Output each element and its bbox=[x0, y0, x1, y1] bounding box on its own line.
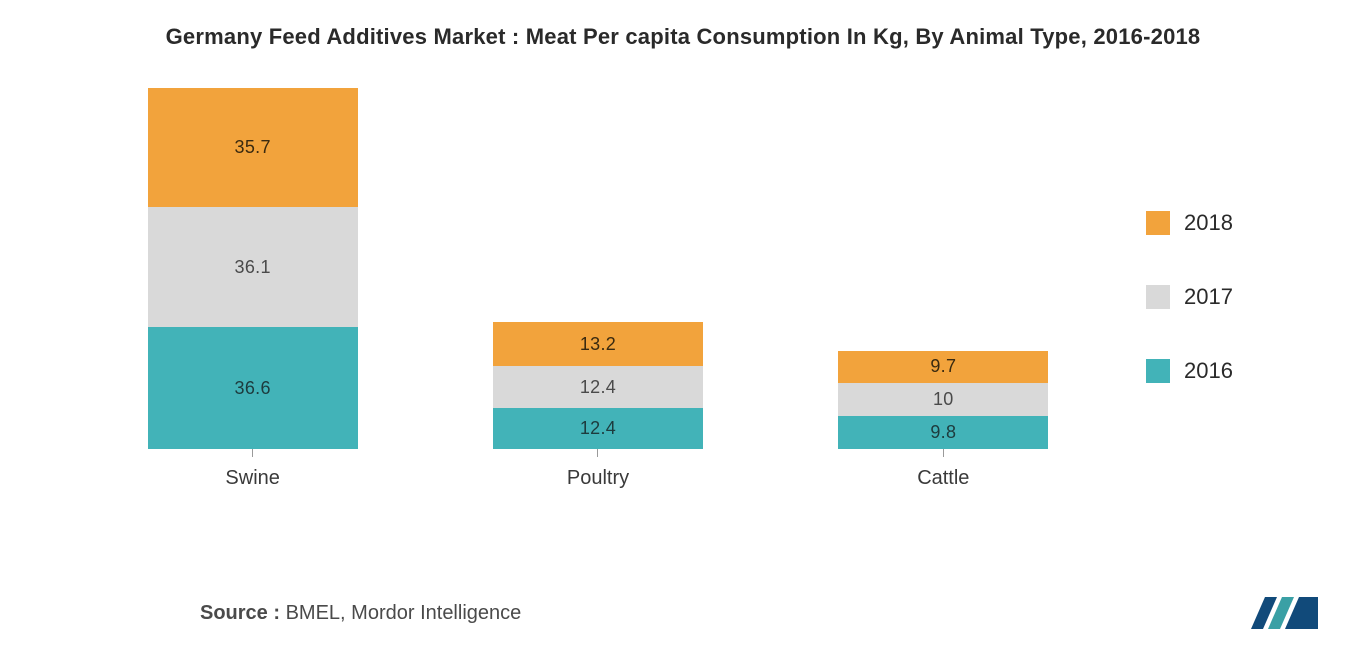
bar-stack: 12.412.413.2 bbox=[493, 322, 703, 449]
bar-stack: 36.636.135.7 bbox=[148, 88, 358, 449]
category-label: Poultry bbox=[567, 467, 629, 490]
bar-segment: 9.8 bbox=[838, 416, 1048, 449]
source-text: BMEL, Mordor Intelligence bbox=[286, 602, 522, 624]
legend-swatch bbox=[1146, 211, 1170, 235]
bar-group: 12.412.413.2Poultry bbox=[453, 322, 743, 490]
bar-group: 9.8109.7 Cattle bbox=[798, 351, 1088, 490]
bar-segment: 36.1 bbox=[148, 207, 358, 327]
legend-swatch bbox=[1146, 359, 1170, 383]
chart-title: Germany Feed Additives Market : Meat Per… bbox=[0, 0, 1366, 60]
bar-segment: 35.7 bbox=[148, 88, 358, 207]
bar-segment: 12.4 bbox=[493, 408, 703, 449]
source-line: Source : BMEL, Mordor Intelligence bbox=[200, 602, 521, 625]
plot-region: 36.636.135.7Swine12.412.413.2Poultry9.81… bbox=[80, 90, 1116, 490]
legend-label: 2017 bbox=[1184, 284, 1233, 310]
bar-stack: 9.8109.7 bbox=[838, 351, 1048, 449]
bar-segment: 10 bbox=[838, 383, 1048, 416]
bar-segment: 9.7 bbox=[838, 351, 1048, 383]
legend-item: 2017 bbox=[1146, 284, 1286, 310]
category-label: Swine bbox=[225, 467, 279, 490]
mordor-logo bbox=[1248, 589, 1322, 637]
bar-segment: 36.6 bbox=[148, 327, 358, 449]
axis-tick bbox=[252, 449, 253, 457]
bar-group: 36.636.135.7 Swine bbox=[108, 88, 398, 490]
legend: 2018 2017 2016 bbox=[1116, 90, 1286, 384]
bar-segment: 13.2 bbox=[493, 322, 703, 366]
axis-tick bbox=[943, 449, 944, 457]
legend-label: 2016 bbox=[1184, 358, 1233, 384]
axis-tick bbox=[597, 449, 598, 457]
legend-label: 2018 bbox=[1184, 210, 1233, 236]
legend-item: 2016 bbox=[1146, 358, 1286, 384]
chart-area: 36.636.135.7Swine12.412.413.2Poultry9.81… bbox=[0, 60, 1366, 490]
legend-item: 2018 bbox=[1146, 210, 1286, 236]
source-label: Source : bbox=[200, 602, 280, 624]
category-label: Cattle bbox=[917, 467, 969, 490]
legend-swatch bbox=[1146, 285, 1170, 309]
bar-segment: 12.4 bbox=[493, 366, 703, 407]
